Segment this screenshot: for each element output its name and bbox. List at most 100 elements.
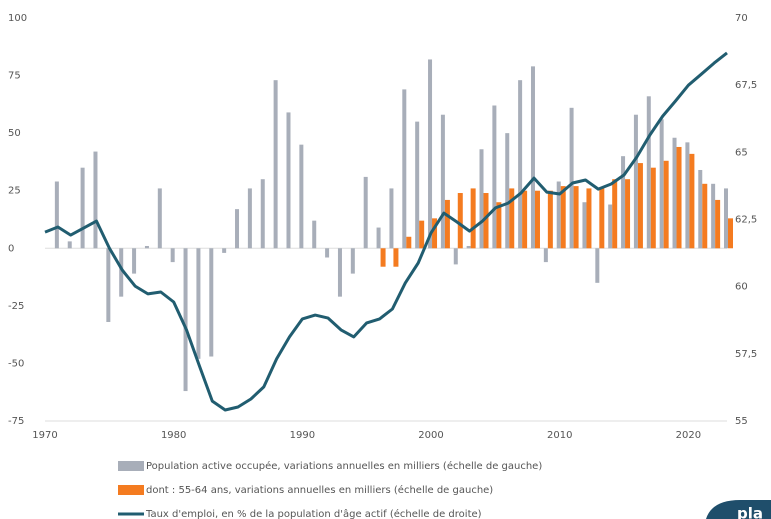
- bar: [663, 160, 669, 249]
- bar: [444, 199, 450, 249]
- bar: [646, 96, 651, 249]
- bar: [582, 202, 587, 249]
- bar: [402, 89, 407, 249]
- legend-label: Taux d'emploi, en % de la population d'â…: [145, 508, 482, 519]
- line: [44, 51, 728, 412]
- bar: [659, 119, 664, 249]
- bar: [505, 133, 510, 249]
- bar: [715, 199, 721, 249]
- bar: [106, 248, 111, 322]
- legend-swatch: [118, 461, 144, 471]
- bar: [637, 163, 643, 249]
- bar: [685, 142, 690, 249]
- bar: [312, 220, 317, 249]
- bar: [612, 179, 618, 249]
- bar: [428, 59, 433, 249]
- y-tick-label: 0: [8, 243, 14, 254]
- bar: [260, 179, 265, 249]
- bar: [569, 107, 574, 249]
- y2-tick-label: 57,5: [735, 349, 757, 360]
- bar: [432, 218, 438, 249]
- bar: [530, 66, 535, 249]
- bar: [689, 153, 695, 249]
- bar: [621, 156, 626, 249]
- bar: [93, 151, 98, 249]
- x-tick-label: 2000: [418, 430, 443, 441]
- y2-tick-label: 62,5: [735, 215, 757, 226]
- bar: [496, 202, 502, 249]
- bar: [479, 149, 484, 249]
- logo: [706, 500, 771, 519]
- bar: [67, 241, 72, 249]
- bar: [492, 105, 497, 249]
- y-tick-label: -50: [8, 358, 24, 369]
- x-tick-label: 2020: [676, 430, 701, 441]
- bar: [509, 188, 515, 249]
- bar: [625, 179, 631, 249]
- bar: [393, 248, 399, 267]
- bar: [132, 248, 137, 274]
- bar: [380, 248, 386, 267]
- bar: [389, 188, 394, 249]
- bar: [209, 248, 214, 357]
- bar: [183, 248, 188, 392]
- bar: [724, 188, 728, 249]
- y-tick-label: 75: [8, 71, 21, 82]
- bar: [534, 190, 540, 249]
- bar: [54, 181, 59, 249]
- x-tick-label: 2010: [547, 430, 572, 441]
- y-tick-label: 50: [8, 128, 21, 139]
- bar: [440, 114, 445, 249]
- legend-label: dont : 55-64 ans, variations annuelles e…: [146, 484, 493, 496]
- bar: [728, 218, 733, 249]
- y2-tick-label: 67,5: [735, 80, 757, 91]
- bar: [483, 193, 489, 249]
- logo-text: pla: [737, 505, 763, 519]
- bar: [235, 209, 240, 249]
- bar: [406, 236, 412, 249]
- bar: [247, 188, 252, 249]
- bar: [672, 137, 677, 249]
- bar: [170, 248, 175, 263]
- bar: [80, 167, 85, 249]
- bar: [350, 248, 355, 274]
- bar: [608, 204, 613, 249]
- bar: [676, 146, 682, 249]
- bar: [453, 248, 458, 265]
- bar: [119, 248, 124, 297]
- bar: [547, 190, 553, 249]
- bar: [599, 188, 605, 249]
- bar: [556, 181, 561, 249]
- bar: [702, 183, 708, 249]
- bar: [196, 248, 201, 359]
- bar: [560, 186, 566, 249]
- y-tick-label: 100: [8, 13, 27, 24]
- bar: [470, 188, 476, 249]
- bar: [376, 227, 381, 249]
- bar: [299, 144, 304, 249]
- y2-tick-label: 70: [735, 13, 748, 24]
- y2-tick-label: 55: [735, 416, 748, 427]
- bar: [144, 245, 149, 249]
- bar: [595, 248, 600, 283]
- bar: [698, 169, 703, 249]
- x-tick-label: 1970: [32, 430, 57, 441]
- x-tick-label: 1980: [161, 430, 186, 441]
- bar: [337, 248, 342, 297]
- x-tick-label: 1990: [290, 430, 315, 441]
- bar: [286, 112, 291, 249]
- bar: [573, 186, 579, 249]
- bar: [363, 176, 368, 249]
- bar: [650, 167, 656, 249]
- y-tick-label: -25: [8, 301, 24, 312]
- bar: [419, 220, 425, 249]
- y2-tick-label: 65: [735, 147, 748, 158]
- bar: [543, 248, 548, 263]
- bar: [457, 193, 463, 249]
- bar: [711, 183, 716, 249]
- y-tick-label: 25: [8, 186, 21, 197]
- bar: [157, 188, 162, 249]
- bar: [466, 245, 471, 249]
- bar: [273, 80, 278, 249]
